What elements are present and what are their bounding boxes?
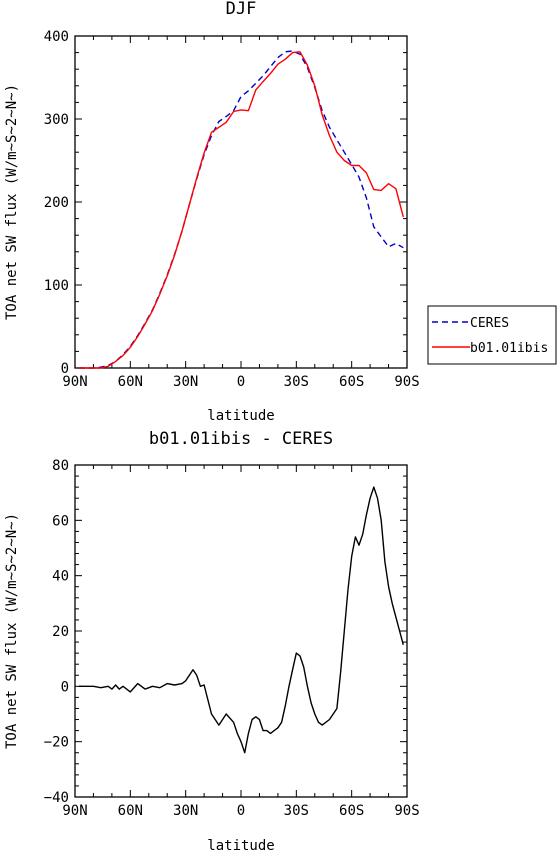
legend-box <box>427 305 557 365</box>
x-tick-label: 90S <box>394 374 419 390</box>
x-tick-label: 60N <box>118 803 143 819</box>
y-tick-label: 400 <box>44 29 69 45</box>
y-tick-label: 0 <box>61 679 69 695</box>
x-tick-label: 90S <box>394 803 419 819</box>
y-tick-label: 0 <box>61 361 69 377</box>
x-tick-label: 90N <box>62 803 87 819</box>
y-tick-label: 20 <box>52 624 69 640</box>
x-tick-label: 0 <box>237 374 245 390</box>
legend: CERES b01.01ibis <box>427 305 557 365</box>
chart-title: DJF <box>226 0 257 19</box>
x-tick-label: 30N <box>173 803 198 819</box>
legend-label-model: b01.01ibis <box>470 341 548 356</box>
y-tick-label: 40 <box>52 569 69 585</box>
series-line-ceres <box>78 50 404 369</box>
x-tick-label: 90N <box>62 374 87 390</box>
x-tick-label: 30S <box>284 803 309 819</box>
x-tick-label: 60S <box>339 374 364 390</box>
y-tick-label: 200 <box>44 195 69 211</box>
x-tick-label: 30N <box>173 374 198 390</box>
y-axis-label: TOA net SW flux (W/m~S~2~N~) <box>4 84 20 320</box>
y-tick-label: 100 <box>44 278 69 294</box>
legend-label-ceres: CERES <box>470 316 509 331</box>
plot-frame <box>74 464 408 798</box>
x-tick-label: 60S <box>339 803 364 819</box>
x-tick-label: 30S <box>284 374 309 390</box>
y-axis-label: TOA net SW flux (W/m~S~2~N~) <box>4 513 20 749</box>
x-tick-label: 60N <box>118 374 143 390</box>
series-line-difference <box>78 486 404 754</box>
x-axis-label: latitude <box>207 408 274 424</box>
y-tick-label: 60 <box>52 513 69 529</box>
plot-frame <box>74 35 408 369</box>
x-axis-label: latitude <box>207 838 274 851</box>
chart-title: b01.01ibis - CERES <box>149 429 333 449</box>
y-tick-label: −40 <box>44 790 69 806</box>
y-tick-label: 80 <box>52 458 69 474</box>
flux-panel: DJF TOA net SW flux (W/m~S~2~N~) latitud… <box>4 0 557 424</box>
y-tick-label: −20 <box>44 735 69 751</box>
y-tick-label: 300 <box>44 112 69 128</box>
series-line-b01-01ibis <box>78 51 404 369</box>
difference-panel: b01.01ibis - CERES TOA net SW flux (W/m~… <box>4 429 420 851</box>
x-tick-label: 0 <box>237 803 245 819</box>
